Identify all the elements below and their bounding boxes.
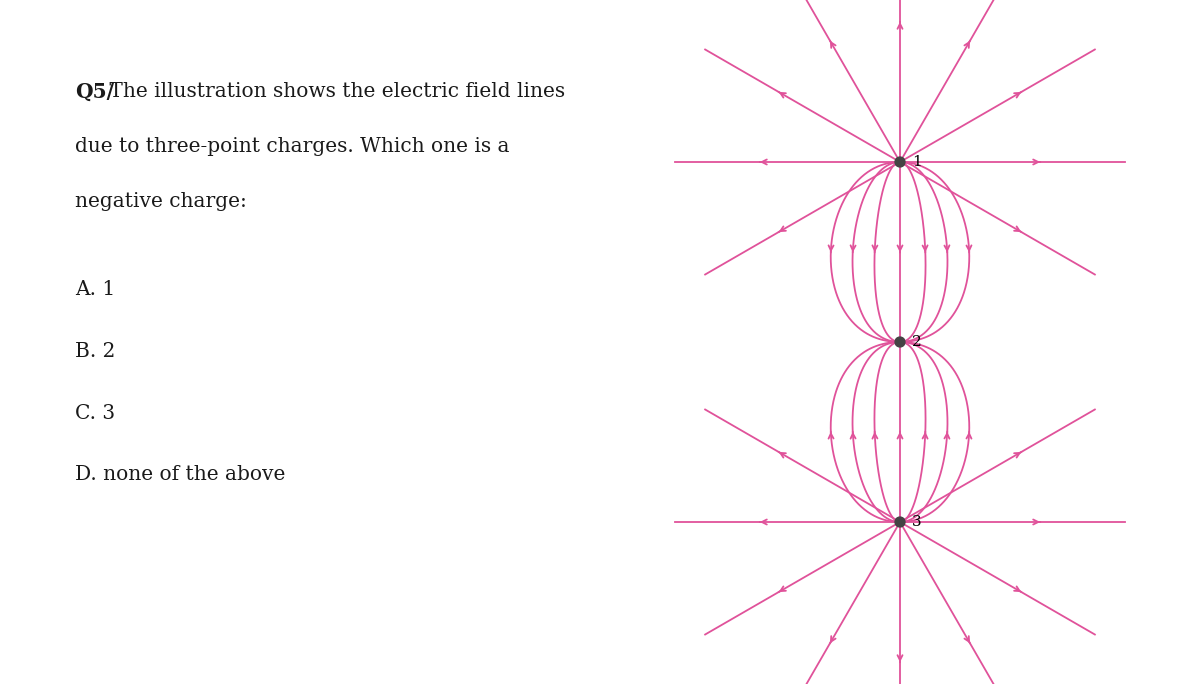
Text: C. 3: C. 3 [74, 404, 115, 423]
Text: A. 1: A. 1 [74, 280, 115, 300]
Text: Q5/: Q5/ [74, 82, 114, 102]
Text: B. 2: B. 2 [74, 342, 115, 361]
Text: The illustration shows the electric field lines: The illustration shows the electric fiel… [103, 82, 565, 101]
Text: D. none of the above: D. none of the above [74, 465, 286, 484]
Circle shape [895, 517, 905, 527]
Text: negative charge:: negative charge: [74, 192, 247, 211]
Text: 2: 2 [912, 335, 922, 349]
Circle shape [895, 157, 905, 167]
Circle shape [895, 337, 905, 347]
Text: due to three-point charges. Which one is a: due to three-point charges. Which one is… [74, 137, 509, 156]
Text: 1: 1 [912, 155, 922, 169]
Text: 3: 3 [912, 515, 922, 529]
